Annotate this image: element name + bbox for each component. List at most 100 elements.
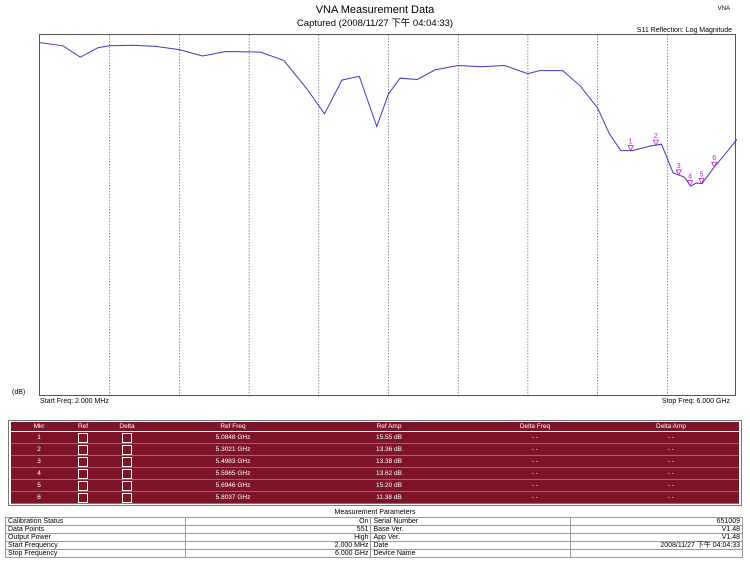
marker-id: 1 xyxy=(11,431,67,444)
report-title: VNA Measurement Data xyxy=(315,4,435,16)
delta-amp: - - xyxy=(603,491,739,504)
table-row: Stop Frequency 6.000 GHz Device Name xyxy=(5,549,743,558)
marker-1-label: 1 xyxy=(629,139,633,146)
param-label: Output Power xyxy=(5,533,186,542)
marker-id: 3 xyxy=(11,455,67,468)
marker-1-triangle[interactable] xyxy=(627,145,634,152)
delta-amp: - - xyxy=(603,443,739,456)
y-axis-unit: (dB) xyxy=(12,389,26,396)
param-value: High xyxy=(184,533,372,542)
ref-amp: 15.20 dB xyxy=(311,479,467,492)
delta-cell xyxy=(99,443,155,456)
marker-table-panel: Mkr Ref Delta Ref Freq Ref Amp Delta Fre… xyxy=(8,420,742,506)
param-label: Calibration Status xyxy=(5,517,186,526)
table-row: 5 5.6946 GHz 15.20 dB - - - - xyxy=(11,479,739,492)
ref-cell xyxy=(67,431,99,444)
marker-4-triangle[interactable] xyxy=(686,180,694,187)
parameters-title: Measurement Parameters xyxy=(334,509,416,516)
delta-checkbox[interactable] xyxy=(122,432,132,443)
ref-checkbox[interactable] xyxy=(78,468,88,479)
trace-chart: 1 2 34 5 6 xyxy=(40,35,737,397)
ref-freq: 5.8037 GHz xyxy=(155,491,311,504)
table-row: Data Points 551 Base Ver. V1.48 xyxy=(5,525,743,534)
ref-checkbox[interactable] xyxy=(78,492,88,503)
ref-amp: 15.55 dB xyxy=(311,431,467,444)
table-row: Output Power High App Ver. V1.48 xyxy=(5,533,743,542)
param-label: Date xyxy=(370,541,572,550)
param-value: 2.000 MHz xyxy=(184,541,372,550)
delta-checkbox[interactable] xyxy=(122,492,132,503)
param-value: 551 xyxy=(184,525,372,534)
ref-checkbox[interactable] xyxy=(78,456,88,467)
delta-freq: - - xyxy=(467,467,603,480)
delta-checkbox[interactable] xyxy=(122,444,132,455)
param-label: Base Ver. xyxy=(370,525,572,534)
ref-amp: 13.38 dB xyxy=(311,455,467,468)
param-value xyxy=(570,549,743,558)
delta-amp: - - xyxy=(603,467,739,480)
ref-amp: 13.36 dB xyxy=(311,443,467,456)
marker-3-label: 3 xyxy=(677,163,681,170)
delta-amp: - - xyxy=(603,479,739,492)
ref-freq: 5.3021 GHz xyxy=(155,443,311,456)
col-delta: Delta xyxy=(99,422,155,432)
param-label: Start Frequency xyxy=(5,541,186,550)
ref-checkbox[interactable] xyxy=(78,444,88,455)
delta-amp: - - xyxy=(603,455,739,468)
ref-cell xyxy=(67,443,99,456)
param-label: Device Name xyxy=(370,549,572,558)
param-value: V1.48 xyxy=(570,525,743,534)
marker-table: Mkr Ref Delta Ref Freq Ref Amp Delta Fre… xyxy=(11,422,739,504)
parameters-table: Calibration Status On Serial Number 6510… xyxy=(5,517,743,558)
table-row: 2 5.3021 GHz 13.36 dB - - - - xyxy=(11,443,739,456)
ref-freq: 5.5965 GHz xyxy=(155,467,311,480)
marker-2-label: 2 xyxy=(654,133,658,140)
marker-id: 6 xyxy=(11,491,67,504)
marker-id: 5 xyxy=(11,479,67,492)
table-row: 4 5.5965 GHz 13.62 dB - - - - xyxy=(11,467,739,480)
param-value: 6.000 GHz xyxy=(184,549,372,558)
marker-id: 4 xyxy=(11,467,67,480)
ref-cell xyxy=(67,479,99,492)
delta-amp: - - xyxy=(603,431,739,444)
param-label: Stop Frequency xyxy=(5,549,186,558)
delta-cell xyxy=(99,491,155,504)
delta-cell xyxy=(99,455,155,468)
ref-amp: 13.62 dB xyxy=(311,467,467,480)
delta-checkbox[interactable] xyxy=(122,480,132,491)
ref-amp: 11.38 dB xyxy=(311,491,467,504)
delta-freq: - - xyxy=(467,491,603,504)
delta-freq: - - xyxy=(467,443,603,456)
ref-checkbox[interactable] xyxy=(78,432,88,443)
marker-6-triangle[interactable] xyxy=(711,161,718,169)
param-label: Data Points xyxy=(5,525,186,534)
ref-checkbox[interactable] xyxy=(78,480,88,491)
trace-line xyxy=(40,42,737,187)
col-ref: Ref xyxy=(67,422,99,432)
start-frequency-label: Start Freq: 2.000 MHz xyxy=(40,398,109,405)
col-ref-amp: Ref Amp xyxy=(311,422,467,432)
delta-cell xyxy=(99,467,155,480)
marker-table-header: Mkr Ref Delta Ref Freq Ref Amp Delta Fre… xyxy=(11,422,739,432)
delta-freq: - - xyxy=(467,431,603,444)
stop-frequency-label: Stop Freq: 6.000 GHz xyxy=(661,398,730,405)
delta-freq: - - xyxy=(467,455,603,468)
col-delta-amp: Delta Amp xyxy=(603,422,739,432)
delta-checkbox[interactable] xyxy=(122,468,132,479)
param-label: Serial Number xyxy=(370,517,572,526)
marker-4-label: 4 xyxy=(688,174,692,181)
delta-checkbox[interactable] xyxy=(122,456,132,467)
marker-5-triangle[interactable] xyxy=(698,178,705,185)
marker-5-label: 5 xyxy=(700,172,704,179)
param-label: App Ver. xyxy=(370,533,572,542)
table-row: Calibration Status On Serial Number 6510… xyxy=(5,517,743,526)
marker-2-triangle[interactable] xyxy=(652,139,660,147)
param-value: On xyxy=(184,517,372,526)
param-value: V1.48 xyxy=(570,533,743,542)
vna-label: VNA xyxy=(717,6,730,12)
param-value: 2008/11/27 下午 04:04:33 xyxy=(570,541,743,550)
ref-freq: 5.6946 GHz xyxy=(155,479,311,492)
col-mkr: Mkr xyxy=(11,422,67,432)
marker-3-triangle[interactable] xyxy=(675,169,682,176)
